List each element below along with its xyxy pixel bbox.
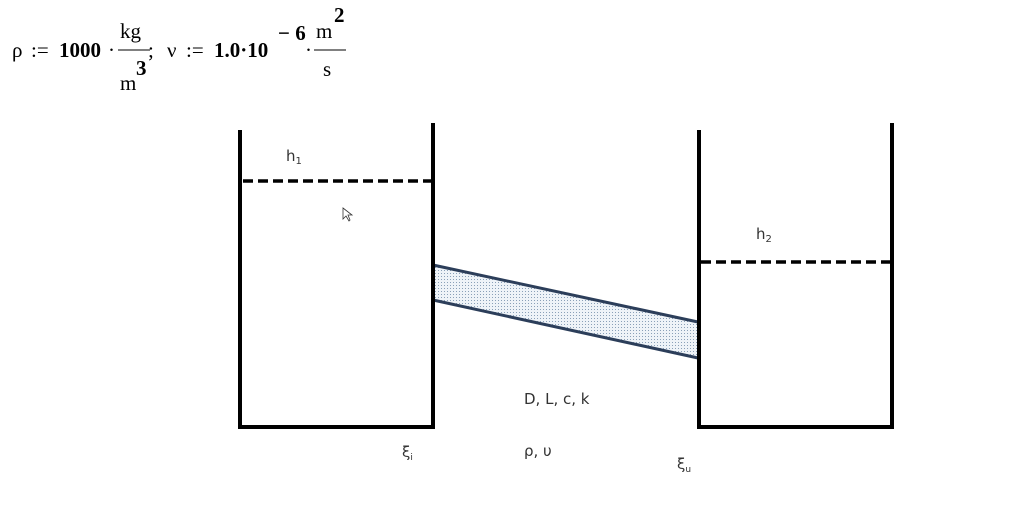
exponent: 3 bbox=[136, 56, 147, 80]
left-tank bbox=[238, 123, 435, 429]
subscript: u bbox=[685, 465, 691, 475]
pipe-wall bbox=[432, 298, 699, 360]
pipe bbox=[433, 265, 698, 358]
level-label: h1 bbox=[286, 147, 302, 167]
formula: ρ := 1000 · kg m 3 ; ν := 1.0·10 − 6 · m… bbox=[12, 3, 346, 95]
symbol: ξ bbox=[402, 443, 410, 461]
unit: m bbox=[120, 71, 136, 95]
subscript: 2 bbox=[766, 234, 772, 245]
exponent: 2 bbox=[334, 3, 345, 27]
subscript: i bbox=[410, 453, 413, 463]
symbol: ρ bbox=[12, 38, 22, 62]
level-label: h2 bbox=[756, 225, 772, 245]
operator: := bbox=[31, 38, 49, 62]
pipe-label: D, L, c, k bbox=[524, 390, 590, 408]
separator: ; bbox=[148, 38, 154, 62]
loss-label: ξi bbox=[402, 443, 413, 463]
symbol: h bbox=[286, 147, 296, 165]
loss-label: ξu bbox=[677, 455, 691, 475]
fluid-label: ρ, υ bbox=[524, 442, 552, 460]
operator: · bbox=[108, 38, 115, 62]
operator: · bbox=[305, 38, 312, 62]
unit: m bbox=[316, 19, 332, 43]
value: 1.0·10 bbox=[214, 38, 268, 62]
value: 1000 bbox=[59, 38, 101, 62]
right-tank bbox=[697, 123, 894, 429]
diagram: h1 h2 D, L, c, k ρ, υ ξi ξu bbox=[238, 123, 894, 475]
subscript: 1 bbox=[296, 156, 302, 167]
symbol: ν bbox=[167, 38, 177, 62]
pipe-wall bbox=[432, 263, 699, 324]
exponent: − 6 bbox=[278, 21, 306, 45]
symbol: h bbox=[756, 225, 766, 243]
unit: s bbox=[323, 57, 331, 81]
symbol: ξ bbox=[677, 455, 685, 473]
unit: kg bbox=[120, 19, 142, 43]
mouse-cursor bbox=[342, 207, 354, 222]
operator: := bbox=[186, 38, 204, 62]
